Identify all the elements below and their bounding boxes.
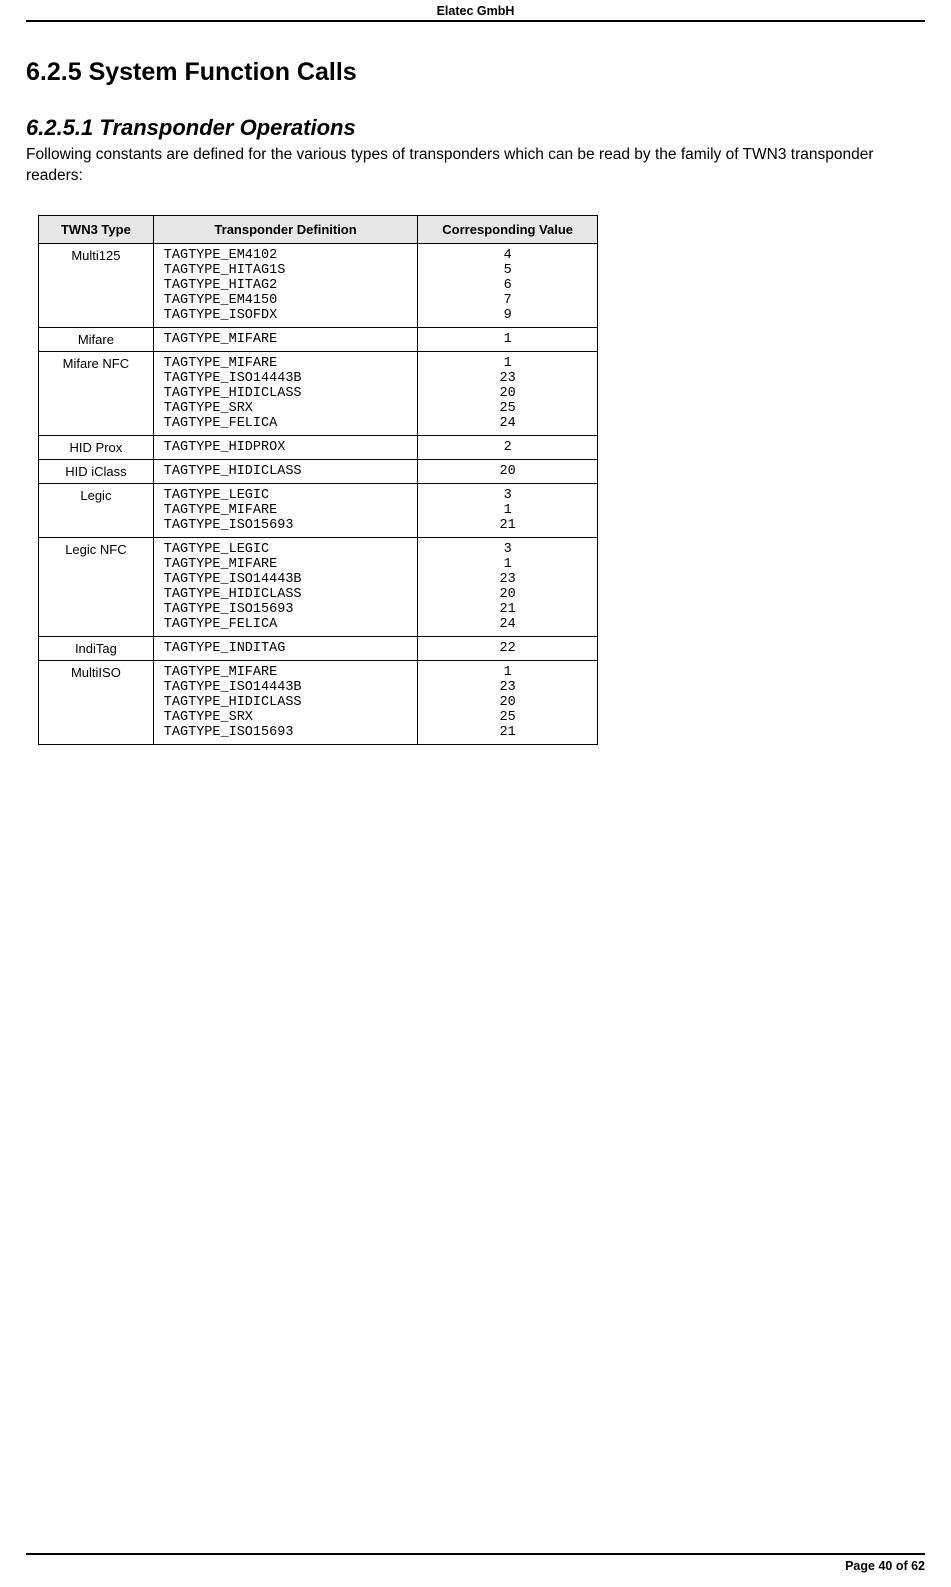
intro-paragraph: Following constants are defined for the … (26, 145, 925, 187)
table-row: HID iClassTAGTYPE_HIDICLASS20 (39, 459, 598, 483)
cell-type: HID iClass (39, 459, 154, 483)
cell-type: IndiTag (39, 636, 154, 660)
table-row: Mifare NFCTAGTYPE_MIFARE TAGTYPE_ISO1444… (39, 351, 598, 435)
col-header-definition: Transponder Definition (153, 215, 418, 243)
cell-definition: TAGTYPE_LEGIC TAGTYPE_MIFARE TAGTYPE_ISO… (153, 483, 418, 537)
cell-type: MultiISO (39, 660, 154, 744)
cell-type: Mifare NFC (39, 351, 154, 435)
table-row: IndiTagTAGTYPE_INDITAG22 (39, 636, 598, 660)
transponder-table: TWN3 Type Transponder Definition Corresp… (38, 215, 598, 745)
section-heading-main: 6.2.5 System Function Calls (26, 58, 925, 87)
cell-value: 2 (418, 435, 598, 459)
company-name: Elatec GmbH (437, 4, 515, 18)
section-heading-sub: 6.2.5.1 Transponder Operations (26, 115, 925, 141)
section-title-sub: Transponder Operations (99, 115, 355, 140)
cell-value: 1 23 20 25 24 (418, 351, 598, 435)
cell-value: 4 5 6 7 9 (418, 243, 598, 327)
table-row: HID ProxTAGTYPE_HIDPROX2 (39, 435, 598, 459)
table-row: MultiISOTAGTYPE_MIFARE TAGTYPE_ISO14443B… (39, 660, 598, 744)
table-row: LegicTAGTYPE_LEGIC TAGTYPE_MIFARE TAGTYP… (39, 483, 598, 537)
page-footer: Page 40 of 62 (26, 1559, 925, 1587)
table-header-row: TWN3 Type Transponder Definition Corresp… (39, 215, 598, 243)
cell-definition: TAGTYPE_LEGIC TAGTYPE_MIFARE TAGTYPE_ISO… (153, 537, 418, 636)
cell-value: 3 1 21 (418, 483, 598, 537)
page: Elatec GmbH 6.2.5 System Function Calls … (0, 0, 951, 1587)
footer-rule (26, 1553, 925, 1555)
cell-definition: TAGTYPE_MIFARE (153, 327, 418, 351)
section-title-main: System Function Calls (89, 58, 357, 86)
cell-definition: TAGTYPE_INDITAG (153, 636, 418, 660)
cell-value: 20 (418, 459, 598, 483)
cell-type: Multi125 (39, 243, 154, 327)
footer-wrap: Page 40 of 62 (26, 1553, 925, 1587)
cell-type: Legic (39, 483, 154, 537)
table-row: MifareTAGTYPE_MIFARE1 (39, 327, 598, 351)
cell-definition: TAGTYPE_HIDICLASS (153, 459, 418, 483)
table-row: Multi125TAGTYPE_EM4102 TAGTYPE_HITAG1S T… (39, 243, 598, 327)
cell-type: Mifare (39, 327, 154, 351)
cell-value: 3 1 23 20 21 24 (418, 537, 598, 636)
cell-type: HID Prox (39, 435, 154, 459)
cell-definition: TAGTYPE_HIDPROX (153, 435, 418, 459)
section-number-sub: 6.2.5.1 (26, 115, 93, 140)
cell-definition: TAGTYPE_EM4102 TAGTYPE_HITAG1S TAGTYPE_H… (153, 243, 418, 327)
col-header-type: TWN3 Type (39, 215, 154, 243)
page-number: Page 40 of 62 (845, 1559, 925, 1573)
section-number-main: 6.2.5 (26, 58, 82, 86)
cell-definition: TAGTYPE_MIFARE TAGTYPE_ISO14443B TAGTYPE… (153, 351, 418, 435)
cell-type: Legic NFC (39, 537, 154, 636)
cell-value: 22 (418, 636, 598, 660)
col-header-value: Corresponding Value (418, 215, 598, 243)
cell-value: 1 (418, 327, 598, 351)
cell-definition: TAGTYPE_MIFARE TAGTYPE_ISO14443B TAGTYPE… (153, 660, 418, 744)
table-body: Multi125TAGTYPE_EM4102 TAGTYPE_HITAG1S T… (39, 243, 598, 744)
cell-value: 1 23 20 25 21 (418, 660, 598, 744)
table-row: Legic NFCTAGTYPE_LEGIC TAGTYPE_MIFARE TA… (39, 537, 598, 636)
page-content: 6.2.5 System Function Calls 6.2.5.1 Tran… (26, 22, 925, 1553)
page-header: Elatec GmbH (26, 0, 925, 20)
